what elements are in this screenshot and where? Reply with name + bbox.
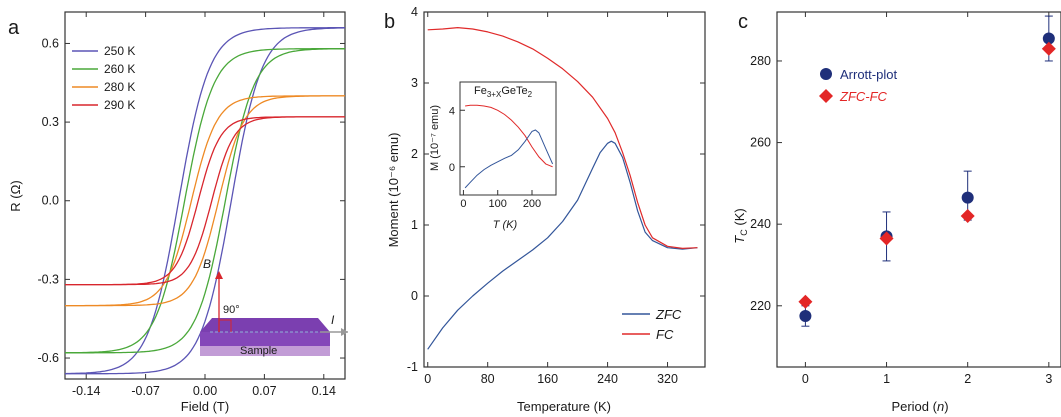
panel-b-inset: 0 100 200 0 4 Fe3+XGeTe2 T (K) M (10⁻⁷ emu) xyxy=(429,75,561,231)
legend-label: 280 K xyxy=(104,80,135,94)
legend-label: 260 K xyxy=(104,62,135,76)
panel-b-moment-chart: b 0 80 160 240 320 -1 0 1 2 3 4 Temperature (K) Mo… xyxy=(384,5,706,414)
x-tick-label: 0.00 xyxy=(193,384,217,398)
zfc-fc-point xyxy=(960,209,975,224)
panel-c-legend: Arrott-plot ZFC-FC xyxy=(819,67,897,104)
y-tick-label: 4 xyxy=(449,105,455,117)
y-tick-label: 0.3 xyxy=(42,115,59,129)
panel-c-ylabel: TC (K) xyxy=(732,208,749,243)
field-arrowhead xyxy=(215,271,223,279)
x-tick-label: 0 xyxy=(802,372,809,386)
series-line-250k-up xyxy=(64,27,346,375)
legend-marker-diamond xyxy=(819,89,833,103)
panel-c-label: c xyxy=(738,11,748,33)
y-tick-label: -0.6 xyxy=(37,351,59,365)
x-tick-label: 0.07 xyxy=(252,384,276,398)
series-line-zfc xyxy=(427,140,698,350)
series-line-260k-down xyxy=(65,48,345,354)
series-line-250k-down xyxy=(64,27,345,375)
y-tick-label: 240 xyxy=(750,217,771,231)
legend-label: FC xyxy=(656,327,674,342)
panel-b-legend: ZFC FC xyxy=(622,307,682,342)
x-tick-label: 100 xyxy=(489,198,507,210)
y-tick-label: 0.6 xyxy=(42,36,59,50)
x-tick-label: 320 xyxy=(657,372,678,386)
y-tick-label: 2 xyxy=(411,147,418,161)
x-tick-label: 0.14 xyxy=(312,384,336,398)
legend-label: 290 K xyxy=(104,98,135,112)
inset-series-line-fc xyxy=(465,104,553,168)
y-tick-label: 4 xyxy=(411,5,418,19)
panel-c-xlabel: Period (n) xyxy=(891,399,948,414)
panel-a-label: a xyxy=(8,17,20,39)
arrott-plot-point xyxy=(1042,32,1055,45)
y-tick-label: 0.0 xyxy=(42,194,59,208)
legend-label: ZFC xyxy=(655,307,682,322)
panel-a-legend: 250 K 260 K 280 K 290 K xyxy=(72,44,135,112)
inset-ylabel: M (10⁻⁷ emu) xyxy=(429,105,441,171)
panel-b-ylabel: Moment (10⁻⁶ emu) xyxy=(386,133,401,248)
x-tick-label: 0 xyxy=(460,198,466,210)
y-tick-label: 260 xyxy=(750,136,771,150)
x-tick-label: -0.07 xyxy=(131,384,160,398)
y-tick-label: 1 xyxy=(411,218,418,232)
y-tick-label: 0 xyxy=(411,289,418,303)
panel-a-resistance-chart: a -0.14 -0.07 0.00 0.07 0.14 -0.6 -0.3 0.0 0.3 0.… xyxy=(8,11,348,414)
x-tick-label: 1 xyxy=(883,372,890,386)
arrott-plot-point xyxy=(961,191,974,204)
x-tick-label: 160 xyxy=(537,372,558,386)
series-line-280k-down xyxy=(65,95,345,307)
x-tick-label: 3 xyxy=(1045,372,1052,386)
x-tick-label: 80 xyxy=(481,372,495,386)
legend-label: Arrott-plot xyxy=(840,67,897,82)
current-label: I xyxy=(331,313,335,327)
zfc-fc-point xyxy=(879,231,894,246)
y-tick-label: 3 xyxy=(411,76,418,90)
inset-xlabel: T (K) xyxy=(493,219,518,231)
series-line-260k-up xyxy=(65,48,345,354)
series-line-290k-down xyxy=(65,116,345,286)
legend-marker-circle xyxy=(820,68,832,80)
x-tick-label: 200 xyxy=(523,198,541,210)
sample-label: Sample xyxy=(240,345,277,357)
panel-c-tc-chart: c 0 1 2 3 220 240 260 280 Period (n) TC (K) Arr… xyxy=(732,11,1061,414)
legend-label: 250 K xyxy=(104,44,135,58)
panel-b-label: b xyxy=(384,11,395,33)
x-tick-label: 240 xyxy=(597,372,618,386)
zfc-fc-point xyxy=(1041,41,1056,56)
y-tick-label: -0.3 xyxy=(37,272,59,286)
panel-b-frame xyxy=(423,11,706,368)
x-tick-label: 2 xyxy=(964,372,971,386)
panel-a-ylabel: R (Ω) xyxy=(8,180,23,211)
panel-b-xlabel: Temperature (K) xyxy=(517,399,611,414)
inset-series-line-zfc xyxy=(464,129,554,189)
right-angle-mark xyxy=(219,319,232,332)
arrott-plot-point xyxy=(799,309,812,322)
field-label: B xyxy=(203,257,211,271)
x-tick-label: 0 xyxy=(424,372,431,386)
zfc-fc-point xyxy=(798,294,813,309)
legend-label: ZFC-FC xyxy=(839,89,888,104)
sample-side-face xyxy=(200,346,330,356)
angle-label: 90° xyxy=(223,304,240,316)
y-tick-label: 280 xyxy=(750,54,771,68)
panel-a-inset-schematic: B 90° I Sample xyxy=(200,257,348,357)
series-line-fc xyxy=(427,27,698,249)
y-tick-label: 220 xyxy=(750,299,771,313)
series-line-280k-up xyxy=(65,95,345,307)
panel-a-xlabel: Field (T) xyxy=(181,399,229,414)
panel-c-frame xyxy=(776,11,1061,368)
sample-front-face xyxy=(200,332,330,346)
current-arrowhead xyxy=(341,328,348,336)
y-tick-label: -1 xyxy=(407,360,418,374)
inset-title: Fe3+XGeTe2 xyxy=(474,85,533,99)
x-tick-label: -0.14 xyxy=(72,384,101,398)
y-tick-label: 0 xyxy=(449,162,455,174)
